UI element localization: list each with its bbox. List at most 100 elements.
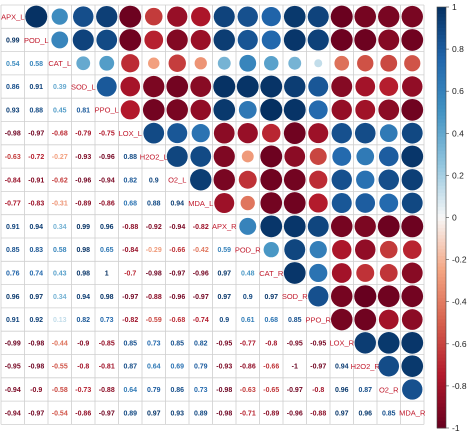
colorbar-segment xyxy=(437,266,446,271)
correlation-circle xyxy=(142,99,165,121)
correlation-value: 0.58 xyxy=(53,247,67,254)
correlation-circle xyxy=(378,5,400,28)
colorbar-segment xyxy=(437,368,446,373)
colorbar-segment xyxy=(437,154,446,159)
correlation-value: -0.99 xyxy=(5,340,21,347)
correlation-circle xyxy=(330,5,353,28)
colorbar-segment xyxy=(437,259,446,264)
colorbar-segment xyxy=(437,7,446,11)
correlation-circle xyxy=(214,193,235,214)
colorbar-segment xyxy=(437,70,446,75)
colorbar-segment xyxy=(437,403,446,408)
correlation-circle xyxy=(354,5,377,28)
correlation-value: 0.43 xyxy=(53,270,67,277)
correlation-circle xyxy=(144,30,164,50)
colorbar-segment xyxy=(437,14,446,18)
colorbar-segment xyxy=(437,112,446,117)
correlation-circle xyxy=(356,147,375,166)
correlation-circle xyxy=(401,145,424,168)
correlation-value: -0.9 xyxy=(77,340,89,347)
colorbar-segment xyxy=(437,291,446,296)
correlation-value: 0.54 xyxy=(6,61,20,68)
label-background xyxy=(95,104,118,115)
correlation-value: 0.89 xyxy=(123,410,137,417)
correlation-circle xyxy=(213,6,235,28)
label-background xyxy=(25,34,48,45)
correlation-circle xyxy=(168,54,186,72)
colorbar-segment xyxy=(437,150,446,155)
variable-label: CAT_L xyxy=(48,59,71,68)
correlation-value: 0.91 xyxy=(29,84,43,91)
correlation-circle xyxy=(330,308,353,331)
colorbar-segment xyxy=(437,242,446,246)
variable-label: LOX_L xyxy=(119,129,142,138)
colorbar-tick-label: -1 xyxy=(452,423,460,433)
correlation-value: -0.84 xyxy=(122,247,138,254)
correlation-value: -0.98 xyxy=(5,131,21,138)
correlation-circle xyxy=(283,192,306,214)
colorbar-segment xyxy=(437,178,446,183)
correlation-circle xyxy=(283,122,306,145)
correlation-value: -0.91 xyxy=(28,177,44,184)
correlation-circle xyxy=(401,355,424,377)
colorbar-segment xyxy=(437,105,446,110)
colorbar-segment xyxy=(437,329,446,334)
correlation-circle xyxy=(213,145,235,168)
correlation-circle xyxy=(166,29,188,51)
correlation-value: 0.94 xyxy=(29,224,43,231)
correlation-value: -0.71 xyxy=(240,410,256,417)
label-background xyxy=(354,361,377,372)
correlation-circle xyxy=(190,99,211,121)
correlation-circle xyxy=(148,57,160,69)
colorbar-segment xyxy=(437,171,446,176)
correlation-circle xyxy=(307,215,329,237)
correlation-value: 0.39 xyxy=(53,84,67,91)
colorbar-segment xyxy=(437,224,446,229)
correlation-value: -0.66 xyxy=(263,364,279,371)
correlation-value: -0.93 xyxy=(75,154,91,161)
colorbar-segment xyxy=(437,210,446,215)
colorbar-segment xyxy=(437,140,446,145)
colorbar-segment xyxy=(437,364,446,369)
correlation-value: 0.97 xyxy=(147,410,161,417)
colorbar-segment xyxy=(437,31,446,36)
correlation-value: 0.68 xyxy=(264,317,278,324)
correlation-value: 0.98 xyxy=(100,294,114,301)
correlation-value: -0.66 xyxy=(169,247,185,254)
correlation-circle xyxy=(217,56,231,70)
colorbar-segment xyxy=(437,21,446,25)
correlation-value: 0.97 xyxy=(29,294,43,301)
correlation-circle xyxy=(121,54,140,73)
correlation-circle xyxy=(401,331,424,354)
colorbar-segment xyxy=(437,235,446,239)
correlation-value: 0.93 xyxy=(6,107,20,114)
colorbar-segment xyxy=(437,84,446,89)
correlation-value: -0.63 xyxy=(5,154,21,161)
correlation-value: 0.85 xyxy=(382,410,396,417)
correlation-circle xyxy=(239,54,257,72)
correlation-value: 0.93 xyxy=(170,410,184,417)
correlation-value: -0.89 xyxy=(75,201,91,208)
correlation-circle xyxy=(190,76,212,97)
variable-label: O2_R xyxy=(379,385,399,394)
correlation-circle xyxy=(330,285,353,308)
colorbar-segment xyxy=(437,63,446,68)
correlation-circle xyxy=(284,239,306,261)
colorbar-segment xyxy=(437,199,446,204)
colorbar-segment xyxy=(437,24,446,29)
correlation-value: 0.88 xyxy=(123,154,137,161)
colorbar-segment xyxy=(437,217,446,222)
correlation-value: -0.27 xyxy=(52,154,68,161)
colorbar-segment xyxy=(437,10,446,15)
correlation-circle xyxy=(331,263,352,283)
correlation-circle xyxy=(144,7,163,26)
label-background xyxy=(119,128,142,139)
correlation-circle xyxy=(283,262,306,284)
correlation-value: -0.96 xyxy=(99,154,115,161)
colorbar-segment xyxy=(437,371,446,376)
correlation-value: -0.95 xyxy=(310,340,326,347)
correlation-circle xyxy=(401,5,423,28)
colorbar-segment xyxy=(437,357,446,362)
correlation-circle xyxy=(404,55,421,72)
colorbar-segment xyxy=(437,410,446,415)
